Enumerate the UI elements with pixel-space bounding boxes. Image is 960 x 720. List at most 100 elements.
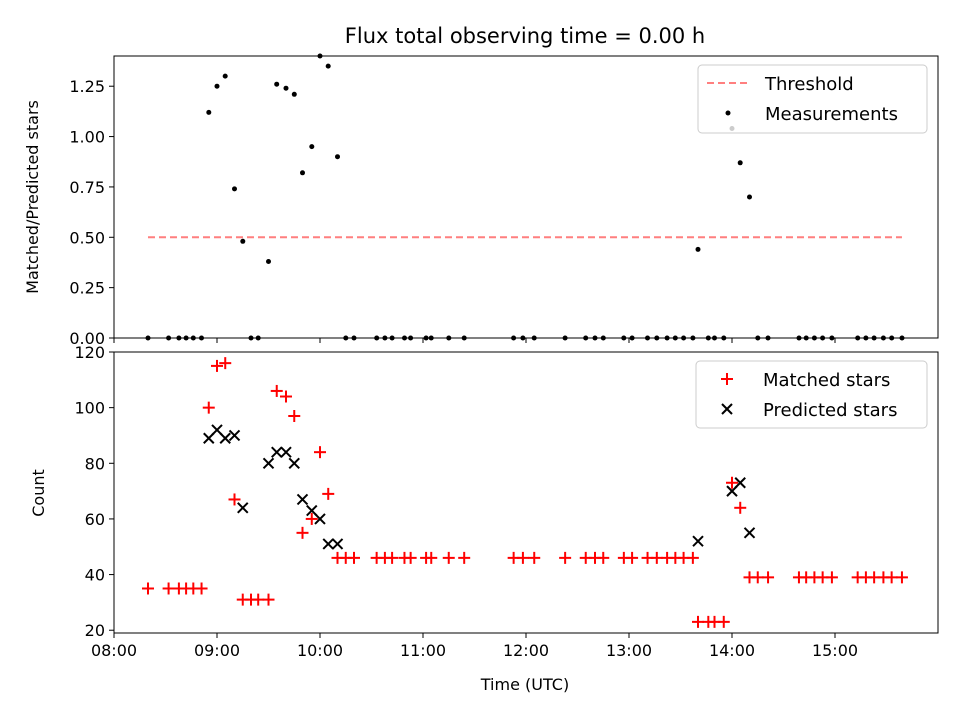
- matched-star-marker: [734, 501, 747, 514]
- measurement-point: [274, 81, 280, 87]
- predicted-star-marker: [314, 513, 326, 525]
- legend-measurements-marker: [725, 110, 731, 116]
- count-legend: Matched stars Predicted stars: [695, 360, 928, 429]
- matched-star-marker: [726, 476, 738, 489]
- measurement-point: [232, 186, 237, 192]
- predicted-star-marker: [743, 527, 756, 539]
- matched-star-marker: [516, 551, 529, 564]
- predicted-star-marker: [322, 538, 334, 550]
- matched-star-marker: [322, 487, 335, 500]
- matched-star-marker: [288, 409, 301, 422]
- measurement-point: [222, 73, 228, 79]
- ratio-legend: Threshold Measurements: [697, 64, 928, 134]
- predicted-star-marker: [262, 457, 275, 469]
- legend-matched-label: Matched stars: [763, 370, 890, 391]
- predicted-star-marker: [692, 535, 704, 547]
- measurement-point: [214, 83, 220, 89]
- predicted-star-marker: [296, 493, 309, 506]
- matched-star-marker: [347, 551, 360, 564]
- count-plot-area: [141, 357, 908, 628]
- measurement-point: [325, 63, 331, 69]
- x-tick-label: 15:00: [812, 641, 858, 660]
- matched-star-marker: [211, 359, 223, 372]
- ratio-x-ticks: [113, 338, 836, 343]
- y-tick-label: 0.50: [69, 228, 105, 247]
- x-tick-label: 11:00: [400, 641, 446, 660]
- x-tick-label: 10:00: [297, 641, 343, 660]
- ratio-y-ticks: 0.00 0.25 0.50 0.75 1.00 1.25: [69, 77, 114, 348]
- matched-star-marker: [262, 593, 275, 606]
- measurement-point: [291, 91, 297, 97]
- measurement-point: [240, 238, 246, 244]
- predicted-star-marker: [271, 446, 283, 458]
- y-tick-label: 0.75: [69, 178, 105, 197]
- matched-star-marker: [650, 551, 663, 564]
- matched-star-marker: [442, 551, 455, 564]
- y-tick-label: 20: [85, 621, 105, 640]
- x-tick-label: 14:00: [709, 641, 755, 660]
- measurement-point: [335, 154, 340, 160]
- ratio-panel: Flux total observing time = 0.00 h 0.000…: [23, 24, 939, 348]
- measurement-point: [747, 194, 752, 200]
- x-tick-label: 12:00: [503, 641, 549, 660]
- matched-star-marker: [202, 401, 215, 414]
- y-tick-label: 0.00: [69, 329, 105, 348]
- predicted-star-marker: [219, 432, 231, 444]
- y-tick-label: 0.25: [69, 279, 105, 298]
- count-x-ticks: 08:00 09:00 10:00 11:00 12:00 13:00 14:00 15:00: [91, 633, 858, 660]
- matched-star-marker: [717, 615, 730, 628]
- matched-star-marker: [270, 384, 283, 397]
- x-tick-label: 09:00: [194, 641, 240, 660]
- predicted-star-marker: [331, 538, 344, 550]
- matched-star-marker: [528, 551, 541, 564]
- measurement-point: [300, 170, 305, 176]
- legend-predicted-label: Predicted stars: [763, 400, 897, 421]
- x-tick-label: 08:00: [91, 641, 137, 660]
- legend-matched-marker: [721, 373, 733, 385]
- matched-star-marker: [386, 551, 399, 564]
- matched-star-marker: [458, 551, 471, 564]
- matched-star-marker: [686, 551, 699, 564]
- measurement-point: [737, 160, 743, 166]
- x-tick-label: 13:00: [606, 641, 652, 660]
- matched-star-marker: [314, 446, 326, 459]
- measurement-point: [206, 109, 212, 115]
- matched-star-marker: [559, 551, 572, 564]
- ratio-legend-box: [697, 64, 928, 134]
- matched-star-marker: [825, 571, 838, 584]
- predicted-star-marker: [280, 446, 292, 458]
- count-y-axis-label: Count: [29, 469, 48, 517]
- chart-title: Flux total observing time = 0.00 h: [345, 24, 705, 48]
- legend-predicted-marker: [721, 403, 733, 415]
- measurement-point: [695, 246, 701, 252]
- count-panel: 20 40 60 80 100 120 08:00 09:00 10:00 11:00 12:00…: [29, 343, 939, 694]
- predicted-star-marker: [734, 477, 746, 489]
- measurement-point: [309, 144, 315, 150]
- matched-star-marker: [895, 571, 908, 584]
- matched-star-marker: [195, 582, 208, 595]
- legend-threshold-label: Threshold: [764, 74, 854, 95]
- y-tick-label: 120: [74, 343, 105, 362]
- matched-star-marker: [626, 551, 639, 564]
- measurement-point: [266, 259, 271, 264]
- predicted-star-marker: [288, 457, 300, 469]
- y-tick-label: 60: [85, 510, 105, 529]
- matched-star-marker: [751, 571, 764, 584]
- count-y-ticks: 20 40 60 80 100 120: [74, 343, 114, 640]
- measurement-point: [283, 85, 289, 91]
- matched-star-marker: [885, 571, 898, 584]
- matched-star-marker: [296, 526, 309, 539]
- matched-star-marker: [162, 582, 175, 595]
- matched-star-marker: [228, 493, 241, 506]
- matched-star-marker: [252, 593, 265, 606]
- y-tick-label: 1.25: [69, 77, 105, 96]
- y-tick-label: 1.00: [69, 128, 105, 147]
- y-tick-label: 80: [85, 454, 105, 473]
- matched-star-marker: [280, 390, 293, 403]
- ratio-y-axis-label: Matched/Predicted stars: [23, 100, 42, 294]
- predicted-star-marker: [237, 502, 249, 514]
- legend-measurements-label: Measurements: [765, 104, 898, 125]
- predicted-star-marker: [228, 429, 241, 442]
- x-axis-label: Time (UTC): [480, 675, 569, 694]
